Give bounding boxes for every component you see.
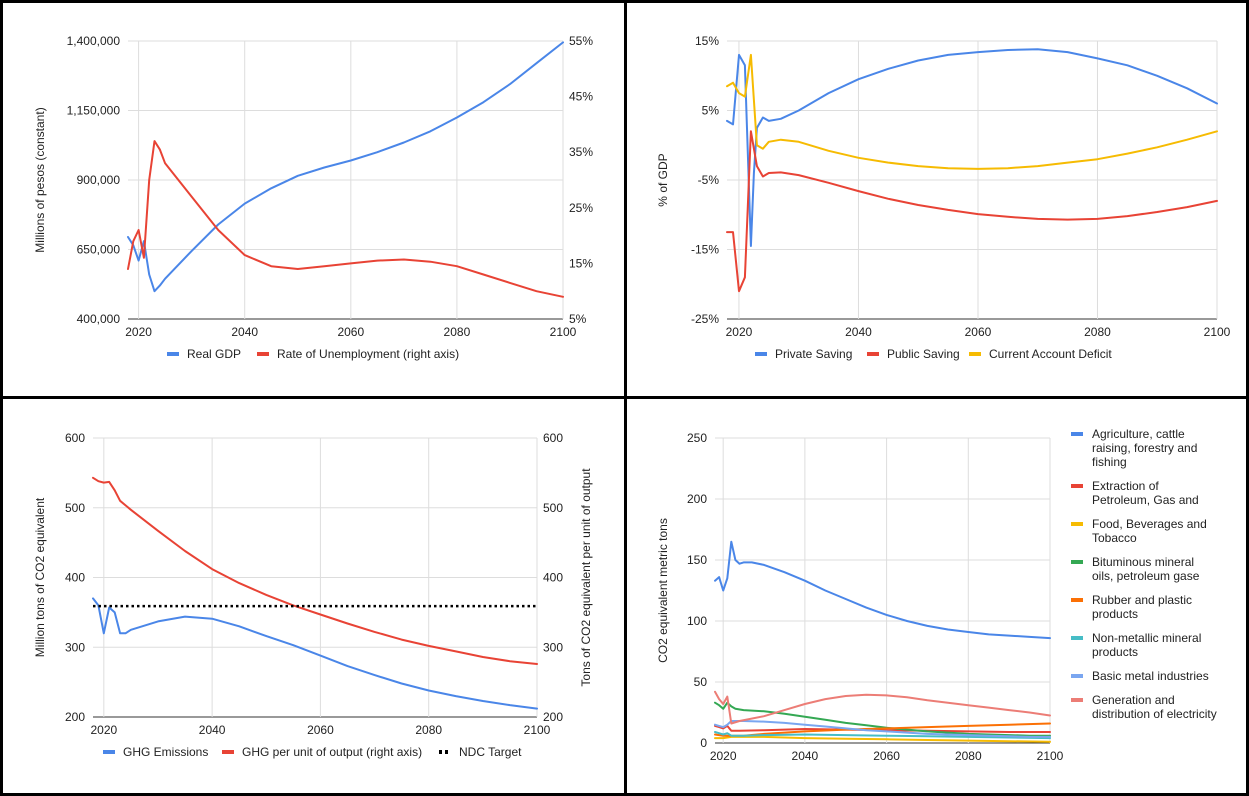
legend-label: Generation and distribution of electricit… [1092, 693, 1217, 721]
series-line-6 [714, 731, 1051, 740]
y-tick-label: 5% [702, 104, 720, 118]
panel-frame-top-left [0, 0, 627, 399]
y2-tick-label: 400 [543, 571, 563, 585]
x-tick-label: 2100 [1204, 325, 1231, 339]
y-tick-label: 1,150,000 [67, 104, 121, 118]
y2-tick-label: 35% [569, 145, 593, 159]
legend-label: Rubber and plastic products [1092, 593, 1192, 621]
legend-label: Public Saving [887, 347, 960, 361]
x-tick-label: 2100 [1037, 749, 1064, 763]
legend-label: Bituminous mineral oils, petroleum gase [1092, 555, 1200, 583]
y-tick-label: -25% [691, 312, 719, 326]
y-tick-label: 100 [687, 614, 707, 628]
y2-tick-label: 5% [569, 312, 587, 326]
y-axis-title: % of GDP [656, 153, 670, 206]
x-tick-label: 2040 [231, 325, 258, 339]
x-tick-label: 2100 [524, 723, 551, 737]
series-line-3 [714, 735, 1051, 743]
gdp-unemployment-chart: 400,000 650,000 900,000 1,150,000 1,400,000 2… [33, 34, 593, 361]
y2-tick-label: 15% [569, 256, 593, 270]
y-tick-label: 400 [65, 571, 85, 585]
series-line-8 [714, 690, 1051, 725]
series-line-7 [714, 720, 1051, 738]
y-tick-label: 50 [694, 675, 708, 689]
y2-tick-label: 200 [543, 710, 563, 724]
y-tick-label: -5% [698, 173, 720, 187]
series-line-1 [127, 41, 564, 293]
x-tick-label: 2100 [550, 325, 577, 339]
sector-emissions-chart: 0 50 100 150 200 250 2020 2040 2060 2080 2100 CO2 e… [656, 427, 1217, 763]
y-tick-label: 600 [65, 431, 85, 445]
x-tick-label: 2060 [307, 723, 334, 737]
x-tick-label: 2080 [1084, 325, 1111, 339]
legend-label: Extraction of Petroleum, Gas and [1092, 479, 1199, 507]
panel-frame-top-right [624, 0, 1249, 399]
legend-label: Current Account Deficit [989, 347, 1112, 361]
legend-label: Real GDP [187, 347, 241, 361]
y2-axis-title: Tons of CO2 equivalent per unit of outpu… [579, 468, 593, 687]
y-tick-label: 15% [695, 34, 719, 48]
y-tick-label: 400,000 [77, 312, 121, 326]
x-tick-label: 2020 [726, 325, 753, 339]
legend-label: GHG per unit of output (right axis) [242, 745, 422, 759]
legend-label: Basic metal industries [1092, 669, 1209, 683]
legend-label: NDC Target [459, 745, 522, 759]
y-axis-title: Million tons of CO2 equivalent [33, 497, 47, 657]
y2-tick-label: 45% [569, 90, 593, 104]
y-tick-label: 650,000 [77, 243, 121, 257]
y-tick-label: 1,400,000 [67, 34, 121, 48]
x-tick-label: 2020 [90, 723, 117, 737]
y-tick-label: 0 [700, 736, 707, 750]
legend-label: Non-metallic mineral products [1092, 631, 1201, 659]
y-tick-label: 300 [65, 640, 85, 654]
x-tick-label: 2080 [955, 749, 982, 763]
x-tick-label: 2080 [444, 325, 471, 339]
series-line-1 [92, 597, 538, 710]
x-tick-label: 2060 [873, 749, 900, 763]
x-tick-label: 2040 [792, 749, 819, 763]
legend-label: Agriculture, cattle raising, forestry and… [1092, 427, 1197, 469]
y2-tick-label: 300 [543, 640, 563, 654]
y2-tick-label: 600 [543, 431, 563, 445]
legend-label: GHG Emissions [123, 745, 208, 759]
series-line-1 [726, 48, 1218, 247]
series-line-3 [726, 53, 1218, 170]
y-axis-title: CO2 equivalent metric tons [656, 518, 670, 663]
panel-frame-bottom-right [624, 396, 1249, 796]
x-tick-label: 2020 [125, 325, 152, 339]
x-tick-label: 2040 [845, 325, 872, 339]
y-tick-label: 250 [687, 431, 707, 445]
y-tick-label: 500 [65, 501, 85, 515]
y2-tick-label: 25% [569, 201, 593, 215]
y-tick-label: 150 [687, 553, 707, 567]
series-line-1 [714, 540, 1051, 640]
x-tick-label: 2060 [337, 325, 364, 339]
y-tick-label: 200 [65, 710, 85, 724]
y-tick-label: 200 [687, 492, 707, 506]
series-line-2 [127, 140, 564, 298]
x-tick-label: 2020 [710, 749, 737, 763]
series-line-2 [92, 476, 538, 665]
y-tick-label: -15% [691, 243, 719, 257]
legend-label: Food, Beverages and Tobacco [1092, 517, 1207, 545]
saving-deficit-chart: -25% -15% -5% 5% 15% 2020 2040 2060 2080 2100 % of… [656, 34, 1231, 361]
x-tick-label: 2060 [965, 325, 992, 339]
series-line-2 [714, 724, 1051, 733]
y2-tick-label: 55% [569, 34, 593, 48]
x-tick-label: 2080 [415, 723, 442, 737]
legend-label: Rate of Unemployment (right axis) [277, 347, 459, 361]
legend-label: Private Saving [775, 347, 852, 361]
y2-tick-label: 500 [543, 501, 563, 515]
y-tick-label: 900,000 [77, 173, 121, 187]
x-tick-label: 2040 [199, 723, 226, 737]
series-line-2 [726, 130, 1218, 293]
y-axis-title: Millions of pesos (constant) [33, 107, 47, 252]
